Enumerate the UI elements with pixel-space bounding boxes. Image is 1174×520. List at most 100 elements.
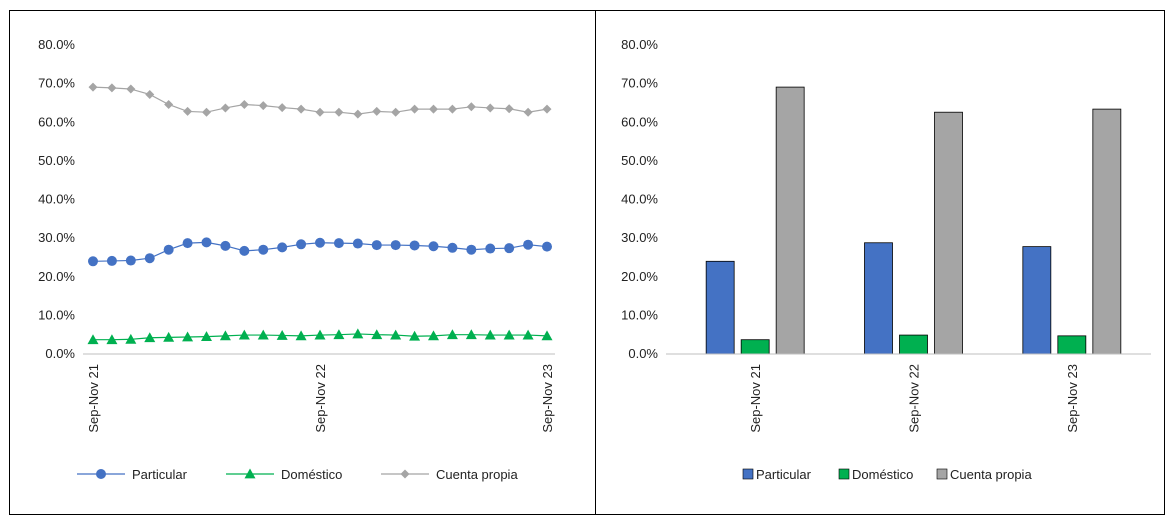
data-point-cuenta-propia xyxy=(410,104,420,114)
bar-chart: 0.0% 10.0% 20.0% 30.0% 40.0% 50.0% 60.0% 70.0% 8… xyxy=(621,37,1151,482)
legend-marker-domestico xyxy=(244,468,256,479)
legend-item-particular: Particular xyxy=(742,467,812,482)
data-point-particular xyxy=(125,255,136,266)
bar-y-tick-label: 70.0% xyxy=(621,76,658,91)
data-point-cuenta-propia xyxy=(334,107,344,117)
data-point-domestico xyxy=(125,333,137,344)
data-point-domestico xyxy=(295,330,307,341)
data-point-domestico xyxy=(201,331,212,342)
data-point-domestico xyxy=(314,329,326,340)
legend-swatch-cuenta-propia xyxy=(936,468,948,480)
data-point-domestico xyxy=(182,331,194,342)
line-x-tick-label: Sep-Nov 21 xyxy=(86,364,101,433)
data-point-domestico xyxy=(541,330,553,341)
legend-label-particular: Particular xyxy=(756,467,812,482)
data-point-cuenta-propia xyxy=(126,84,136,94)
data-point-cuenta-propia xyxy=(164,99,174,109)
data-point-cuenta-propia xyxy=(447,104,457,114)
data-point-domestico xyxy=(352,328,364,339)
data-point-particular xyxy=(333,238,344,249)
data-point-domestico xyxy=(238,329,250,340)
bar-y-tick-label: 20.0% xyxy=(621,269,658,284)
data-point-particular xyxy=(466,244,477,255)
data-point-cuenta-propia xyxy=(466,102,476,112)
line-y-tick-label: 70.0% xyxy=(38,76,75,91)
line-y-tick-label: 60.0% xyxy=(38,114,75,129)
data-point-domestico xyxy=(276,329,288,340)
line-series-cuenta-propia xyxy=(88,82,552,119)
bar-domestico-sep-nov-21 xyxy=(740,339,770,355)
data-point-cuenta-propia xyxy=(145,89,155,99)
data-point-particular xyxy=(239,245,250,256)
bar-y-tick-label: 40.0% xyxy=(621,192,658,207)
legend-swatch-domestico xyxy=(838,468,850,480)
data-point-cuenta-propia xyxy=(485,103,495,113)
data-point-cuenta-propia xyxy=(372,106,382,116)
data-point-particular xyxy=(371,240,382,251)
legend-swatch-particular xyxy=(742,468,754,480)
legend-marker-particular xyxy=(96,469,106,479)
line-y-tick-label: 10.0% xyxy=(38,307,75,322)
data-point-particular xyxy=(106,255,117,266)
bar-y-tick-label: 0.0% xyxy=(628,346,658,361)
bar-particular-sep-nov-23 xyxy=(1022,246,1052,355)
bar-y-tick-label: 10.0% xyxy=(621,307,658,322)
data-point-particular xyxy=(523,239,534,250)
data-point-cuenta-propia xyxy=(353,109,363,119)
legend-label-domestico: Doméstico xyxy=(852,467,913,482)
line-series-domestico xyxy=(87,328,553,345)
bar-domestico-sep-nov-23 xyxy=(1057,335,1087,355)
bar-y-tick-label: 60.0% xyxy=(621,114,658,129)
data-point-domestico xyxy=(428,330,439,341)
data-point-cuenta-propia xyxy=(523,107,533,117)
data-point-particular xyxy=(409,240,420,251)
data-point-domestico xyxy=(371,329,383,340)
bar-x-tick-label: Sep-Nov 21 xyxy=(748,364,763,433)
data-point-particular xyxy=(447,242,458,253)
data-point-cuenta-propia xyxy=(88,82,98,92)
data-point-particular xyxy=(144,253,155,264)
data-point-cuenta-propia xyxy=(202,107,211,117)
data-point-particular xyxy=(277,242,288,253)
data-point-domestico xyxy=(144,332,156,343)
legend-item-domestico: Doméstico xyxy=(838,467,913,482)
legend-item-cuenta-propia: Cuenta propia xyxy=(381,467,518,482)
bar-particular-sep-nov-21 xyxy=(705,260,735,355)
bar-x-tick-label: Sep-Nov 23 xyxy=(1065,364,1080,433)
legend-marker-cuenta-propia xyxy=(400,469,410,479)
data-point-cuenta-propia xyxy=(258,101,268,111)
data-point-particular xyxy=(542,241,552,252)
data-point-cuenta-propia xyxy=(504,104,514,114)
data-point-cuenta-propia xyxy=(183,106,193,116)
line-chart-panel: 0.0% 10.0% 20.0% 30.0% 40.0% 50.0% 60.0% 70.0% 8… xyxy=(9,10,596,515)
data-point-particular xyxy=(182,238,193,249)
data-point-domestico xyxy=(446,329,458,340)
line-x-tick-label: Sep-Nov 22 xyxy=(313,364,328,433)
data-point-cuenta-propia xyxy=(239,99,249,109)
line-y-tick-label: 0.0% xyxy=(45,346,75,361)
bar-particular-sep-nov-22 xyxy=(864,242,893,355)
data-point-cuenta-propia xyxy=(429,104,438,114)
data-point-particular xyxy=(258,244,269,255)
data-point-cuenta-propia xyxy=(277,103,287,113)
legend-label-domestico: Doméstico xyxy=(281,467,342,482)
line-chart: 0.0% 10.0% 20.0% 30.0% 40.0% 50.0% 60.0% 70.0% 8… xyxy=(38,37,555,482)
data-point-particular xyxy=(163,244,174,255)
data-point-particular xyxy=(296,239,307,250)
bar-y-tick-label: 50.0% xyxy=(621,153,658,168)
data-point-domestico xyxy=(409,330,421,341)
legend-item-domestico: Doméstico xyxy=(226,467,342,482)
data-point-domestico xyxy=(87,334,99,345)
data-point-domestico xyxy=(522,329,534,340)
line-y-tick-label: 80.0% xyxy=(38,37,75,52)
bar-chart-panel: 0.0% 10.0% 20.0% 30.0% 40.0% 50.0% 60.0% 70.0% 8… xyxy=(595,10,1165,515)
data-point-cuenta-propia xyxy=(296,104,306,114)
bar-domestico-sep-nov-22 xyxy=(899,334,928,355)
data-point-cuenta-propia xyxy=(107,83,117,93)
data-point-cuenta-propia xyxy=(220,103,230,113)
bar-x-tick-label: Sep-Nov 22 xyxy=(907,364,922,433)
legend-label-cuenta-propia: Cuenta propia xyxy=(950,467,1032,482)
line-y-tick-label: 30.0% xyxy=(38,230,75,245)
legend-label-cuenta-propia: Cuenta propia xyxy=(436,467,518,482)
data-point-cuenta-propia xyxy=(391,107,401,117)
